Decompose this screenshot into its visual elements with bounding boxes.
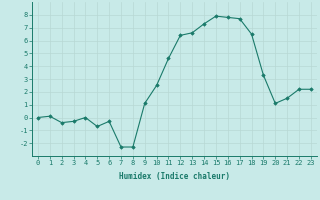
X-axis label: Humidex (Indice chaleur): Humidex (Indice chaleur) [119,172,230,181]
